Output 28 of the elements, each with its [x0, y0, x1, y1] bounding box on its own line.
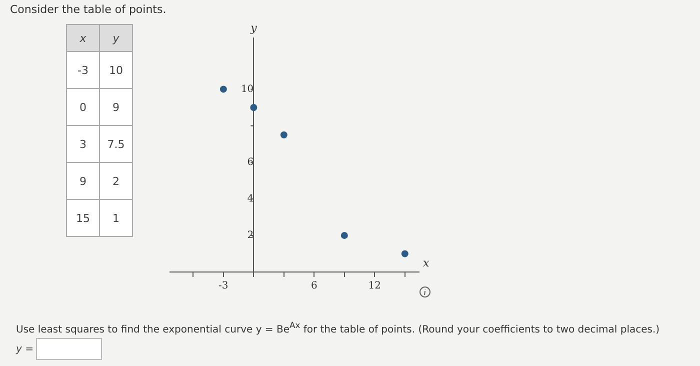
text: 0 [66, 88, 100, 126]
text: 1 [100, 200, 132, 236]
text: 9 [66, 162, 100, 200]
text: Consider the table of points. [10, 3, 166, 16]
text: y [100, 24, 132, 52]
y-axis-title: y [250, 21, 258, 34]
point [250, 104, 258, 111]
y-tick-label: 6 [247, 156, 254, 168]
x-axis-title: x [423, 256, 430, 270]
text: 9 [100, 88, 132, 126]
text: 3 [66, 126, 100, 162]
text: y = [16, 344, 34, 355]
point [220, 86, 227, 93]
text: 7.5 [100, 126, 132, 162]
point [340, 232, 348, 239]
x-tick-label: 12 [368, 280, 382, 292]
point [280, 131, 288, 138]
text: Use least squares to find the exponential curve y = Be$^{Ax}$ for the table of points. (Round your coefficients to two decimal places.) [16, 320, 660, 336]
point [401, 250, 408, 258]
x-tick-label: 6 [310, 280, 318, 292]
text: 10 [100, 52, 132, 88]
text: 15 [66, 200, 100, 236]
text: x [66, 24, 100, 52]
x-tick-label: -3 [218, 280, 228, 292]
y-tick-label: 2 [247, 230, 254, 242]
text: 2 [100, 162, 132, 200]
y-tick-label: 10 [240, 84, 254, 95]
text: -3 [66, 52, 100, 88]
